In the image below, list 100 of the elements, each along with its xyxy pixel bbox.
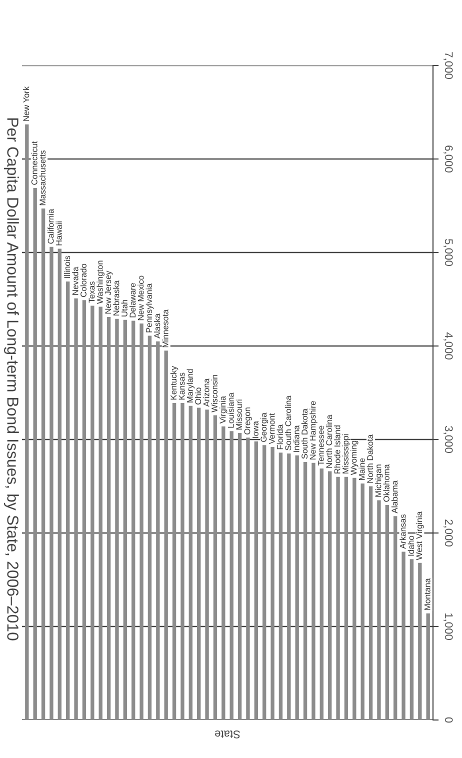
x-tick-label: Montana (424, 578, 430, 610)
bar (287, 454, 291, 720)
y-tick-label: 7,000 (444, 52, 453, 79)
x-tick-label: Minnesota (162, 309, 168, 348)
x-tick-label: Illinois (64, 256, 70, 278)
x-tick-label: New Hampshire (310, 401, 318, 460)
bar (377, 500, 381, 720)
bar (172, 403, 176, 720)
bar (90, 306, 94, 720)
x-tick-label: Kansas (178, 372, 185, 400)
bar (25, 124, 29, 720)
x-tick-label: Tennessee (318, 426, 324, 466)
y-tick-label: 4,000 (444, 332, 453, 360)
x-tick-label: Oregon (244, 408, 252, 434)
x-tick-label: Louisiana (228, 392, 234, 428)
x-tick-label: Florida (276, 424, 283, 450)
x-tick-label: Ohio (194, 388, 202, 405)
x-tick-label: Arkansas (400, 514, 406, 549)
x-tick-label: New Jersey (105, 270, 113, 314)
x-tick-label: Delaware (129, 283, 136, 318)
bar (148, 336, 152, 720)
bar (410, 559, 414, 720)
bar (58, 248, 62, 720)
x-tick-label: South Carolina (285, 396, 292, 450)
x-tick-label: Connecticut (31, 141, 38, 185)
bar (320, 468, 324, 720)
bar (123, 320, 127, 720)
bar (82, 300, 86, 720)
bar (164, 350, 168, 720)
bar (50, 246, 54, 720)
x-tick-label: Nevada (72, 266, 78, 295)
bar (262, 445, 266, 720)
x-tick-label: Virginia (220, 396, 228, 424)
bar (303, 462, 308, 720)
x-tick-label: California (48, 208, 54, 244)
x-tick-label: Alaska (154, 314, 160, 339)
bar (344, 476, 348, 720)
x-tick-label: Mississippi (342, 434, 350, 474)
bar (402, 552, 406, 720)
y-tick-label: 0 (444, 717, 453, 723)
y-tick-label: 2,000 (444, 520, 453, 546)
bar (336, 476, 340, 720)
bar (222, 426, 226, 720)
bar (328, 471, 332, 720)
x-tick-label: New Mexico (138, 276, 144, 320)
bar (132, 320, 136, 720)
x-tick-label: Nebraska (113, 280, 120, 316)
x-tick-label: North Dakota (366, 434, 374, 483)
bar (74, 298, 78, 720)
x-tick-label: Michigan (375, 464, 383, 497)
x-tick-label: Hawaii (56, 222, 62, 246)
bar (385, 504, 389, 720)
bar (140, 324, 144, 720)
x-tick-label: South Dakota (301, 408, 308, 459)
bar (230, 431, 234, 720)
bar (360, 483, 364, 720)
bar (254, 441, 258, 720)
x-tick-label: Kentucky (170, 366, 178, 400)
bar (393, 516, 398, 720)
bar (115, 318, 119, 720)
x-tick-label: Maryland (186, 369, 195, 402)
x-tick-label: Wyoming (350, 440, 358, 475)
bar (418, 562, 422, 720)
bar (106, 317, 111, 720)
bar (352, 478, 356, 720)
bar (213, 415, 218, 720)
x-tick-label: Washington (96, 260, 104, 304)
x-tick-label: Vermont (268, 413, 275, 444)
x-tick-label: Rhode Island (334, 426, 340, 474)
x-tick-label: Idaho (408, 536, 414, 556)
x-tick-label: Georgia (260, 412, 268, 442)
y-tick-label: 5,000 (444, 239, 453, 266)
x-tick-label: Maine (358, 458, 365, 480)
bar (238, 432, 242, 720)
bar (180, 403, 184, 720)
bar (66, 281, 70, 720)
bar (33, 188, 37, 720)
bar (426, 613, 430, 720)
bar (205, 410, 209, 720)
x-tick-label: Iowa (252, 420, 258, 438)
x-tick-label: Oklahoma (383, 464, 390, 502)
x-tick-label: Texas (88, 282, 95, 303)
bar (295, 455, 299, 720)
x-axis-title: State (215, 730, 240, 738)
bar (278, 452, 283, 720)
x-tick-label: Indiana (293, 425, 300, 452)
x-tick-label: Colorado (80, 264, 86, 297)
bar (197, 408, 201, 720)
bar (41, 208, 46, 720)
bar (188, 406, 192, 720)
x-tick-label: West Virginia (416, 511, 424, 560)
x-tick-label: Pennsylvania (146, 283, 154, 332)
bar (312, 462, 316, 720)
y-tick-label: 1,000 (444, 613, 453, 640)
x-tick-label: Arizona (203, 378, 210, 407)
x-tick-label: New York (23, 86, 30, 121)
bar (270, 446, 274, 720)
x-tick-label: Wisconsin (211, 374, 218, 412)
x-tick-label: Massachusetts (39, 150, 46, 206)
y-tick-label: 6,000 (444, 146, 453, 172)
